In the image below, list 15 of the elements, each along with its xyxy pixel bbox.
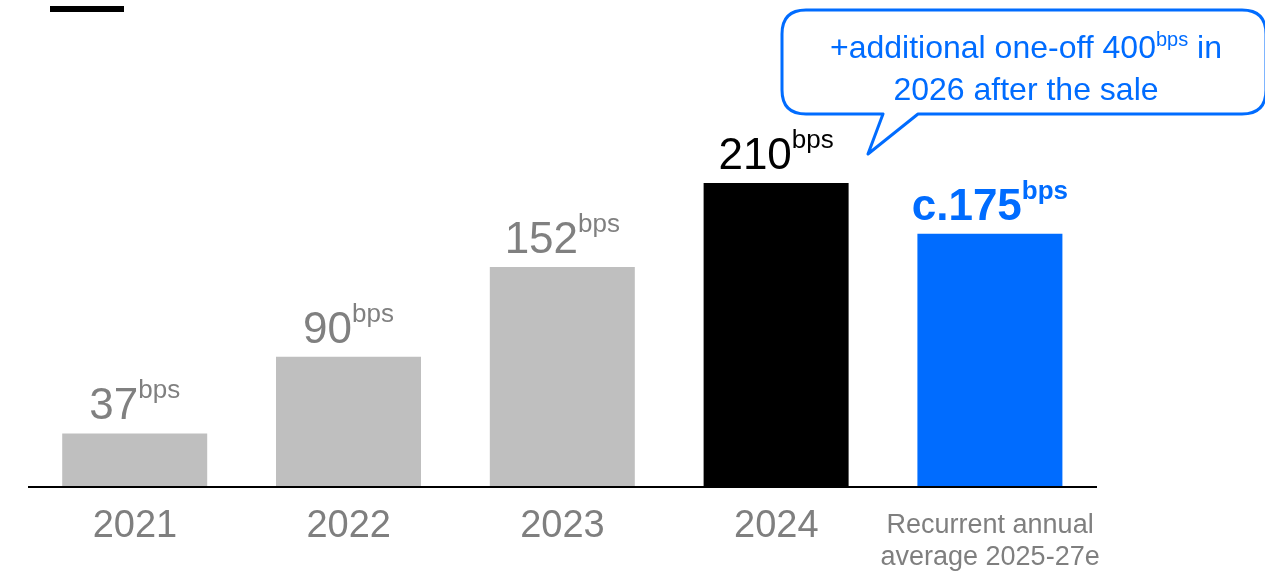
x-tick-label: Recurrent annual average 2025-27e xyxy=(880,509,1100,571)
x-tick-label: 2023 xyxy=(520,503,605,545)
data-label: c.175$^{bps}$ xyxy=(911,174,1069,229)
x-tick-label: 2022 xyxy=(306,503,391,545)
text: +additional one-off 400$^{bps}$ in 2026 after the sale xyxy=(830,28,1222,107)
data-label: 90$^{bps}$ xyxy=(303,297,394,352)
bar xyxy=(489,266,635,487)
bar xyxy=(917,233,1063,487)
bar xyxy=(62,433,208,487)
data-label: 152$^{bps}$ xyxy=(504,208,620,262)
x-tick-label: 2024 xyxy=(734,503,819,545)
data-label: 210$^{bps}$ xyxy=(718,124,834,178)
x-tick-label: 2021 xyxy=(92,503,178,545)
bar xyxy=(276,356,422,487)
data-label: 37$^{bps}$ xyxy=(89,374,181,429)
